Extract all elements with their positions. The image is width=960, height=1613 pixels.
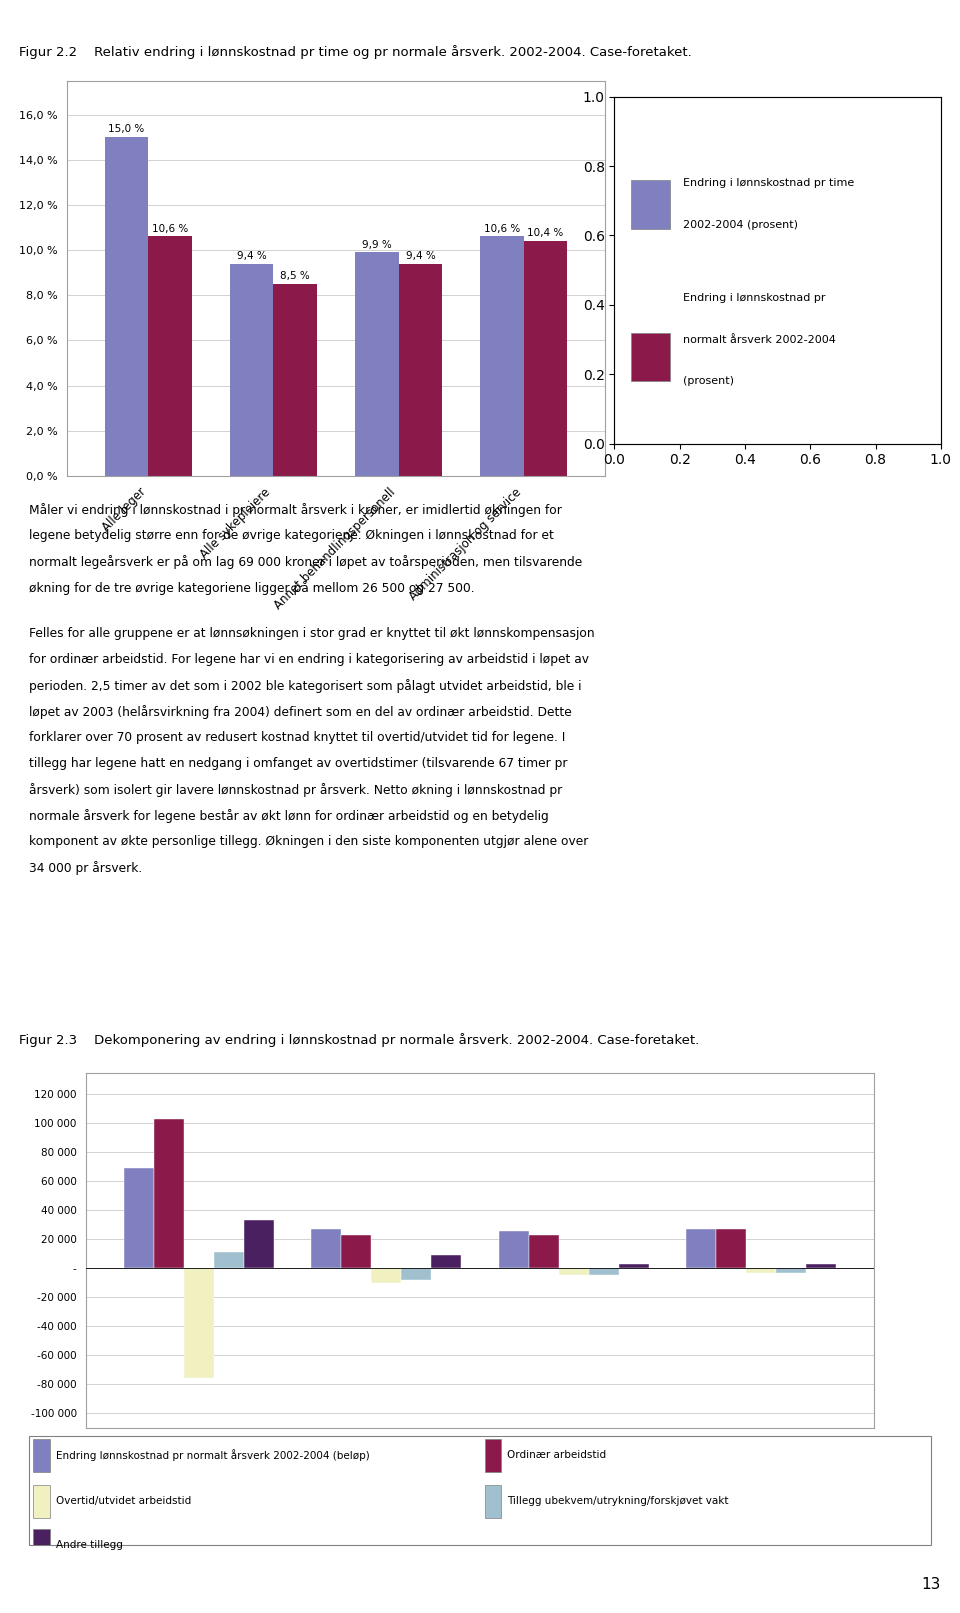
Bar (485, 1439, 501, 1471)
Bar (214, 1252, 244, 1268)
Text: 15,0 %: 15,0 % (108, 124, 145, 134)
Bar (686, 1229, 716, 1268)
Bar (34, 1486, 50, 1518)
Text: for ordinær arbeidstid. For legene har vi en endring i kategorisering av arbeids: for ordinær arbeidstid. For legene har v… (29, 653, 588, 666)
Bar (401, 1268, 431, 1279)
Bar (105, 137, 149, 476)
Text: Figur 2.2    Relativ endring i lønnskostnad pr time og pr normale årsverk. 2002-: Figur 2.2 Relativ endring i lønnskostnad… (19, 45, 692, 60)
Bar (229, 263, 274, 476)
Text: Ordinær arbeidstid: Ordinær arbeidstid (507, 1450, 606, 1460)
Text: Andre tillegg: Andre tillegg (56, 1540, 123, 1550)
Text: 9,9 %: 9,9 % (362, 240, 392, 250)
Bar (746, 1268, 776, 1273)
Text: komponent av økte personlige tillegg. Økningen i den siste komponenten utgjør al: komponent av økte personlige tillegg. Øk… (29, 836, 588, 848)
Bar (355, 252, 398, 476)
Bar (154, 1119, 184, 1268)
Bar (398, 263, 443, 476)
Text: Endring i lønnskostnad pr time: Endring i lønnskostnad pr time (683, 179, 854, 189)
Bar (184, 1268, 214, 1378)
Bar (618, 1265, 649, 1268)
Bar (431, 1255, 461, 1268)
Bar (529, 1236, 559, 1268)
Bar (480, 237, 523, 476)
Text: løpet av 2003 (helårsvirkning fra 2004) definert som en del av ordinær arbeidsti: løpet av 2003 (helårsvirkning fra 2004) … (29, 705, 571, 719)
Text: 10,6 %: 10,6 % (153, 224, 188, 234)
Bar (342, 1236, 372, 1268)
Text: Måler vi endring i lønnskostnad i pr normalt årsverk i kroner, er imidlertid økn: Måler vi endring i lønnskostnad i pr nor… (29, 503, 562, 516)
Text: 10,4 %: 10,4 % (527, 229, 564, 239)
Text: årsverk) som isolert gir lavere lønnskostnad pr årsverk. Netto økning i lønnskos: årsverk) som isolert gir lavere lønnskos… (29, 782, 562, 797)
Text: økning for de tre øvrige kategoriene ligger på mellom 26 500 og 27 500.: økning for de tre øvrige kategoriene lig… (29, 581, 474, 595)
Bar (34, 1529, 50, 1561)
Text: Tillegg ubekvem/utrykning/forskjøvet vakt: Tillegg ubekvem/utrykning/forskjøvet vak… (507, 1497, 729, 1507)
Bar (631, 332, 670, 381)
Bar (311, 1229, 342, 1268)
Bar (274, 284, 317, 476)
Text: Overtid/utvidet arbeidstid: Overtid/utvidet arbeidstid (56, 1497, 191, 1507)
Text: 8,5 %: 8,5 % (280, 271, 310, 281)
Bar (372, 1268, 401, 1282)
Bar (806, 1265, 836, 1268)
Bar (631, 181, 670, 229)
Bar (716, 1229, 746, 1268)
Text: forklarer over 70 prosent av redusert kostnad knyttet til overtid/utvidet tid fo: forklarer over 70 prosent av redusert ko… (29, 731, 565, 744)
Bar (124, 1168, 154, 1268)
Bar (523, 240, 567, 476)
Bar (485, 1486, 501, 1518)
Bar (244, 1221, 274, 1268)
Bar (34, 1439, 50, 1471)
Text: normalt legeårsverk er på om lag 69 000 kroner i løpet av toårsperioden, men til: normalt legeårsverk er på om lag 69 000 … (29, 555, 582, 569)
Text: normalt årsverk 2002-2004: normalt årsverk 2002-2004 (683, 334, 836, 345)
Text: 34 000 pr årsverk.: 34 000 pr årsverk. (29, 861, 142, 874)
Text: 9,4 %: 9,4 % (237, 252, 267, 261)
Text: 2002-2004 (prosent): 2002-2004 (prosent) (683, 219, 798, 231)
Text: Felles for alle gruppene er at lønnsøkningen i stor grad er knyttet til økt lønn: Felles for alle gruppene er at lønnsøkni… (29, 627, 594, 640)
Text: 9,4 %: 9,4 % (405, 252, 435, 261)
Text: normale årsverk for legene består av økt lønn for ordinær arbeidstid og en betyd: normale årsverk for legene består av økt… (29, 808, 548, 823)
Bar (776, 1268, 806, 1273)
Text: 13: 13 (922, 1578, 941, 1592)
Text: Endring i lønnskostnad pr: Endring i lønnskostnad pr (683, 294, 826, 303)
Text: legene betydelig større enn for de øvrige kategoriene. Økningen i lønnskostnad f: legene betydelig større enn for de øvrig… (29, 529, 554, 542)
Text: Figur 2.3    Dekomponering av endring i lønnskostnad pr normale årsverk. 2002-20: Figur 2.3 Dekomponering av endring i løn… (19, 1034, 700, 1047)
Bar (559, 1268, 588, 1276)
Bar (149, 237, 192, 476)
Bar (499, 1231, 529, 1268)
Text: tillegg har legene hatt en nedgang i omfanget av overtidstimer (tilsvarende 67 t: tillegg har legene hatt en nedgang i omf… (29, 756, 567, 769)
Text: 10,6 %: 10,6 % (484, 224, 519, 234)
Text: perioden. 2,5 timer av det som i 2002 ble kategorisert som pålagt utvidet arbeid: perioden. 2,5 timer av det som i 2002 bl… (29, 679, 582, 694)
Bar (588, 1268, 618, 1276)
Text: Endring lønnskostnad pr normalt årsverk 2002-2004 (beløp): Endring lønnskostnad pr normalt årsverk … (56, 1450, 370, 1461)
Text: (prosent): (prosent) (683, 376, 734, 386)
